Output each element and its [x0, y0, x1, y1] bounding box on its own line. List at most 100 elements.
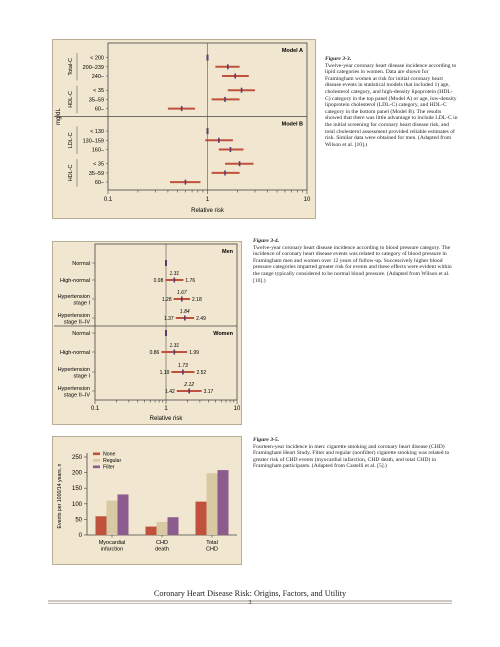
row-label: 160– — [92, 148, 105, 154]
ci-lower-value: 1.19 — [160, 370, 170, 376]
estimate-marker — [224, 96, 226, 102]
figure-3-4-chart: Men Normal High-normal 1.31 0.98 1.76 Hyperten… — [54, 243, 241, 422]
estimate-marker — [180, 106, 183, 112]
estimate-marker — [229, 147, 232, 152]
row-label: stage I — [73, 300, 90, 306]
estimate-marker — [184, 315, 186, 321]
ci-upper-value: 2.18 — [192, 297, 202, 303]
row-label: < 200 — [90, 56, 104, 62]
figure-3-3-panel: mg/dL Model A Total-C < 200 200–239 240– HDL-C… — [52, 39, 316, 219]
row-label: High-normal — [60, 278, 90, 284]
ci-upper-value: 1.99 — [189, 350, 199, 356]
y-tick-label: 150 — [72, 486, 83, 492]
figure-3-5-text: Fourteen-year incidence in men: cigarett… — [253, 443, 450, 470]
x-axis-label: Relative risk — [150, 416, 184, 422]
row-label: 35–59 — [89, 171, 104, 177]
legend-swatch — [93, 452, 100, 456]
estimate-value: 1.31 — [169, 343, 179, 349]
ci-upper-value: 2.52 — [196, 370, 206, 376]
figure-3-5-title: Figure 3-5. — [253, 437, 280, 443]
figure-3-3-caption: Figure 3-3. Twelve-year coronary heart d… — [325, 56, 458, 148]
estimate-marker — [218, 137, 220, 143]
category-label: Myocardial — [99, 540, 126, 546]
figure-3-3-text: Twelve-year coronary heart disease incid… — [325, 62, 458, 148]
estimate-marker — [188, 388, 190, 394]
bar-regular — [156, 521, 168, 535]
page-footer-title: Coronary Heart Disease Risk: Origins, Fa… — [153, 589, 347, 598]
group-label: Total-C — [68, 58, 74, 75]
row-label: 240– — [92, 74, 105, 80]
row-label: stage I — [73, 373, 90, 379]
group-label: HDL-C — [68, 91, 74, 108]
page-number: 3 — [248, 600, 252, 606]
ci-lower-value: 1.28 — [162, 297, 172, 303]
x-tick-label: 10 — [304, 197, 311, 203]
estimate-value: 1.31 — [169, 271, 179, 277]
figure-3-4-panel: Men Normal High-normal 1.31 0.98 1.76 Hyperten… — [52, 241, 242, 425]
row-label: Hypertension — [58, 294, 90, 300]
figure-3-4-caption: Figure 3-4. Twelve-year coronary heart d… — [253, 238, 456, 284]
group-label: LDL-C — [68, 132, 74, 148]
estimate-marker — [181, 296, 183, 302]
row-label: Hypertension — [58, 313, 90, 319]
bar-none — [195, 501, 207, 535]
row-label: stage II–IV — [64, 392, 91, 398]
model-label: Model A — [282, 48, 303, 54]
bar-regular — [206, 473, 218, 535]
model-label: Model B — [282, 122, 303, 128]
row-label: Normal — [72, 331, 90, 337]
estimate-marker — [184, 179, 187, 185]
row-label: Hypertension — [58, 367, 90, 373]
y-axis-label: Events per 1000/14 years, n — [57, 463, 63, 528]
ci-lower-value: 1.42 — [165, 389, 175, 395]
bar-filter — [117, 494, 129, 535]
estimate-value: 2.12 — [183, 382, 194, 388]
estimate-marker — [240, 87, 243, 93]
row-label: 60– — [95, 107, 105, 113]
figure-3-4-title: Figure 3-4. — [253, 238, 280, 244]
x-tick-label: 10 — [234, 406, 241, 412]
y-tick-label: 250 — [72, 455, 83, 461]
estimate-marker — [173, 349, 176, 355]
legend-label: None — [103, 452, 116, 458]
y-unit-label: mg/dL — [56, 108, 62, 125]
figure-3-3-chart: mg/dL Model A Total-C < 200 200–239 240– HDL-C… — [54, 42, 311, 214]
reference-marker — [165, 330, 167, 336]
bar-filter — [167, 517, 179, 535]
x-tick-label: 1 — [164, 406, 168, 412]
row-label: Hypertension — [58, 386, 90, 392]
figure-3-5-panel: 0 50 100 150 200 250 Events per 1000/14 years,… — [52, 436, 242, 565]
row-label: 60– — [95, 180, 105, 186]
bar-filter — [217, 470, 229, 535]
category-label: infarction — [101, 547, 123, 553]
bar-regular — [106, 500, 118, 535]
estimate-marker — [182, 369, 184, 375]
panel-label: Women — [213, 331, 233, 337]
category-label: death — [155, 547, 169, 553]
estimate-marker — [227, 64, 229, 70]
estimate-value: 1.73 — [178, 363, 188, 369]
reference-marker — [165, 260, 167, 266]
row-label: 200–239 — [83, 65, 104, 71]
figure-3-4-text: Twelve-year coronary heart disease incid… — [253, 244, 452, 284]
figure-3-3-title: Figure 3-3. — [325, 56, 352, 62]
y-tick-label: 100 — [72, 502, 83, 508]
x-axis-label: Relative risk — [191, 208, 225, 214]
x-tick-label: 1 — [206, 197, 210, 203]
legend-label: Filter — [103, 465, 115, 471]
x-tick-label: 0.1 — [104, 197, 113, 203]
estimate-marker — [224, 170, 226, 176]
ci-upper-value: 1.76 — [185, 278, 195, 284]
row-label: High-normal — [60, 350, 90, 356]
category-label: Total — [206, 540, 218, 546]
ci-lower-value: 0.86 — [150, 350, 160, 356]
bar-none — [95, 516, 107, 535]
row-label: stage II–IV — [64, 319, 91, 325]
figure-3-5-chart: 0 50 100 150 200 250 Events per 1000/14 years,… — [57, 452, 237, 553]
group-label: HDL-C — [68, 164, 74, 181]
row-label: 130–159 — [83, 138, 104, 144]
row-label: < 35 — [93, 162, 104, 168]
estimate-value: 1.84 — [180, 309, 190, 315]
ci-upper-value: 3.17 — [204, 389, 214, 395]
legend-label: Regular — [103, 458, 121, 464]
